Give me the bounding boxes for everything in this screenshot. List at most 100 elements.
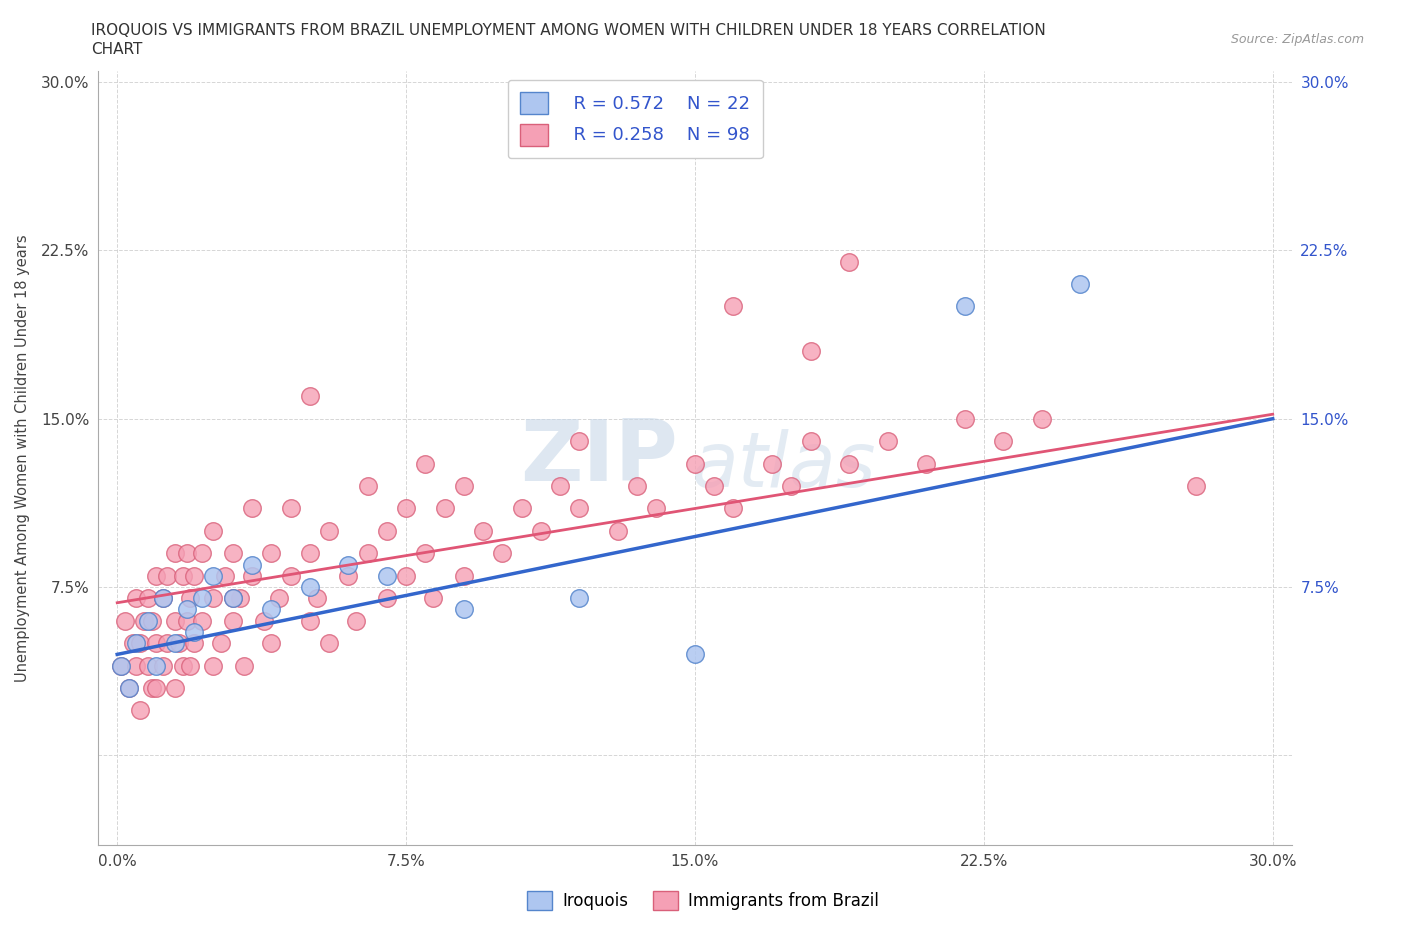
Point — [915, 456, 938, 471]
Point — [163, 681, 186, 696]
Point — [129, 703, 152, 718]
Point — [395, 568, 418, 583]
Point — [280, 568, 302, 583]
Point — [110, 658, 132, 673]
Point — [141, 613, 163, 628]
Point — [260, 546, 283, 561]
Point — [110, 658, 132, 673]
Point — [337, 568, 360, 583]
Point — [453, 602, 475, 617]
Point — [953, 299, 976, 314]
Point — [191, 546, 214, 561]
Point — [375, 524, 398, 538]
Point — [415, 546, 437, 561]
Point — [472, 524, 495, 538]
Point — [723, 299, 745, 314]
Point — [183, 625, 205, 640]
Text: Source: ZipAtlas.com: Source: ZipAtlas.com — [1230, 33, 1364, 46]
Point — [125, 636, 148, 651]
Point — [568, 501, 591, 516]
Point — [172, 658, 194, 673]
Point — [222, 546, 245, 561]
Point — [568, 591, 591, 605]
Point — [799, 433, 821, 448]
Point — [298, 579, 321, 594]
Point — [136, 591, 159, 605]
Point — [252, 613, 274, 628]
Text: CHART: CHART — [91, 42, 143, 57]
Point — [125, 658, 148, 673]
Point — [222, 591, 245, 605]
Point — [991, 433, 1014, 448]
Point — [240, 568, 263, 583]
Point — [125, 591, 148, 605]
Point — [179, 658, 201, 673]
Point — [626, 479, 648, 494]
Point — [375, 568, 398, 583]
Point — [152, 591, 174, 605]
Point — [240, 557, 263, 572]
Point — [1184, 479, 1206, 494]
Point — [356, 546, 378, 561]
Point — [723, 501, 745, 516]
Point — [152, 658, 174, 673]
Point — [136, 658, 159, 673]
Point — [179, 591, 201, 605]
Legend: Iroquois, Immigrants from Brazil: Iroquois, Immigrants from Brazil — [520, 884, 886, 917]
Point — [318, 636, 340, 651]
Point — [202, 568, 225, 583]
Point — [183, 568, 205, 583]
Point — [145, 681, 167, 696]
Point — [167, 636, 190, 651]
Point — [395, 501, 418, 516]
Point — [683, 456, 706, 471]
Point — [337, 557, 360, 572]
Point — [491, 546, 513, 561]
Point — [530, 524, 553, 538]
Point — [222, 613, 245, 628]
Point — [356, 479, 378, 494]
Point — [838, 456, 860, 471]
Point — [422, 591, 444, 605]
Point — [145, 636, 167, 651]
Point — [240, 501, 263, 516]
Point — [703, 479, 725, 494]
Point — [118, 681, 141, 696]
Y-axis label: Unemployment Among Women with Children Under 18 years: Unemployment Among Women with Children U… — [15, 234, 30, 682]
Point — [260, 636, 283, 651]
Point — [433, 501, 456, 516]
Point — [172, 568, 194, 583]
Point — [307, 591, 329, 605]
Point — [202, 524, 225, 538]
Point — [453, 479, 475, 494]
Point — [799, 344, 821, 359]
Point — [233, 658, 256, 673]
Point — [568, 433, 591, 448]
Point — [267, 591, 290, 605]
Point — [645, 501, 668, 516]
Point — [134, 613, 156, 628]
Point — [876, 433, 898, 448]
Point — [145, 568, 167, 583]
Point — [209, 636, 232, 651]
Point — [176, 613, 198, 628]
Point — [548, 479, 571, 494]
Point — [129, 636, 152, 651]
Point — [318, 524, 340, 538]
Point — [152, 591, 174, 605]
Point — [606, 524, 628, 538]
Point — [163, 546, 186, 561]
Point — [145, 658, 167, 673]
Point — [780, 479, 803, 494]
Point — [121, 636, 143, 651]
Point — [183, 636, 205, 651]
Point — [114, 613, 136, 628]
Point — [176, 546, 198, 561]
Point — [1069, 276, 1091, 291]
Point — [510, 501, 533, 516]
Point — [375, 591, 398, 605]
Text: IROQUOIS VS IMMIGRANTS FROM BRAZIL UNEMPLOYMENT AMONG WOMEN WITH CHILDREN UNDER : IROQUOIS VS IMMIGRANTS FROM BRAZIL UNEMP… — [91, 23, 1046, 38]
Point — [156, 568, 179, 583]
Point — [222, 591, 245, 605]
Point — [761, 456, 783, 471]
